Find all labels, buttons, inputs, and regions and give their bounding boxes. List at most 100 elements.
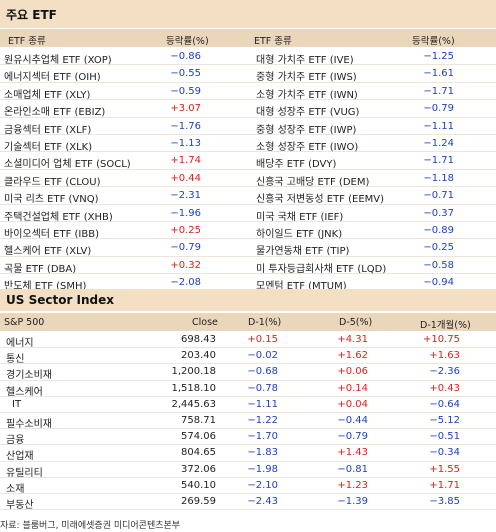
sector-close: 203.40 — [181, 350, 216, 362]
etf-change-left: −2.31 — [170, 190, 201, 202]
etf-header-chg-right: 등락률(%) — [412, 36, 455, 47]
etf-change-right: −1.71 — [423, 85, 454, 97]
etf-name-right: 미 투자등급회사채 ETF (LQD) — [256, 263, 387, 275]
etf-change-left: +0.25 — [170, 225, 201, 236]
etf-change-left: +0.44 — [170, 172, 201, 184]
etf-name-right: 하이일드 ETF (JNK) — [256, 229, 343, 240]
etf-change-right: −0.79 — [423, 103, 454, 115]
sector-name: 부동산 — [6, 500, 34, 511]
etf-change-right: −1.18 — [423, 172, 454, 184]
etf-row: 미국 리츠 ETF (VNQ) −2.31 신흥국 저변동성 ETF (EEMV) −… — [0, 187, 496, 205]
etf-name-right: 대형 가치주 ETF (IVE) — [256, 55, 354, 66]
sector-header-d5: D-5(%) — [339, 317, 373, 328]
sector-table-header: S&P 500 Close D-1(%) D-5(%) D-1개월(%) — [0, 313, 496, 331]
sector-m1: +1.71 — [429, 479, 460, 491]
sector-name: 산업재 — [6, 451, 34, 463]
sector-row: IT 2,445.63 −1.11 +0.04 −0.64 — [0, 397, 496, 413]
etf-name-right: 소형 가치주 ETF (IWN) — [256, 89, 358, 101]
sector-d1: −2.10 — [247, 479, 278, 491]
etf-change-left: −0.86 — [170, 51, 201, 62]
sector-row: 경기소비재 1,200.18 −0.68 +0.06 −2.36 — [0, 364, 496, 382]
sector-d1: −1.22 — [247, 415, 278, 426]
sector-name: 통신 — [6, 354, 25, 366]
sector-name: 에너지 — [6, 338, 34, 349]
etf-name-left: 에너지섹터 ETF (OIH) — [4, 72, 101, 84]
sector-d5: +1.62 — [337, 350, 368, 362]
sector-row: 금융 574.06 −1.70 −0.79 −0.51 — [0, 429, 496, 446]
sector-name: IT — [12, 398, 22, 410]
etf-row: 에너지섹터 ETF (OIH) −0.55 중형 가치주 ETF (IWS) −1.6… — [0, 65, 496, 84]
etf-name-left: 소매업체 ETF (XLY) — [4, 89, 91, 101]
sector-d1: +0.15 — [247, 334, 278, 345]
sector-m1: +1.63 — [429, 350, 460, 362]
etf-change-right: −0.25 — [423, 242, 454, 254]
etf-change-left: −0.79 — [170, 242, 201, 254]
sector-m1: +0.43 — [429, 382, 460, 394]
etf-name-left: 기술섹터 ETF (XLK) — [4, 142, 93, 153]
sector-row: 산업재 804.65 −1.83 +1.43 −0.34 — [0, 445, 496, 463]
sector-close: 804.65 — [181, 447, 216, 459]
etf-name-left: 바이오섹터 ETF (IBB) — [4, 229, 100, 240]
etf-name-left: 곡물 ETF (DBA) — [4, 263, 77, 275]
etf-row: 곡물 ETF (DBA) +0.32 미 투자등급회사채 ETF (LQD) −0.5… — [0, 257, 496, 275]
etf-name-right: 미국 국채 ETF (IEF) — [256, 211, 344, 223]
etf-name-left: 금융섹터 ETF (XLF) — [4, 124, 92, 136]
sector-row: 부동산 269.59 −2.43 −1.39 −3.85 — [0, 494, 496, 511]
sector-close: 758.71 — [181, 415, 216, 426]
sector-close: 540.10 — [181, 479, 216, 491]
sector-d5: +0.14 — [337, 382, 368, 394]
sector-row: 에너지 698.43 +0.15 +4.31 +10.75 — [0, 332, 496, 349]
sector-d1: −1.70 — [247, 431, 278, 443]
sector-header-m1: D-1개월(%) — [420, 320, 471, 331]
etf-row: 금융섹터 ETF (XLF) −1.76 중형 성장주 ETF (IWP) −1.11 — [0, 118, 496, 136]
etf-header-name-left: ETF 종류 — [8, 36, 46, 47]
sector-m1: −2.36 — [429, 366, 460, 378]
etf-change-left: +0.32 — [170, 259, 201, 271]
etf-name-right: 중형 가치주 ETF (IWS) — [256, 72, 357, 84]
sector-d5: +0.06 — [337, 366, 368, 378]
sector-d5: −0.44 — [337, 415, 368, 426]
etf-change-left: −1.13 — [170, 138, 201, 149]
sector-name: 경기소비재 — [6, 370, 52, 382]
sector-close: 2,445.63 — [171, 398, 216, 410]
etf-change-right: −0.58 — [423, 259, 454, 271]
sector-name: 필수소비재 — [6, 419, 52, 430]
sector-row: 통신 203.40 −0.02 +1.62 +1.63 — [0, 348, 496, 366]
etf-name-left: 헬스케어 ETF (XLV) — [4, 246, 92, 258]
sector-header-close: Close — [192, 317, 218, 328]
sector-name: 소재 — [6, 483, 25, 495]
sector-d1: −2.43 — [247, 496, 278, 507]
etf-change-right: −1.71 — [423, 155, 454, 167]
etf-change-left: −2.08 — [170, 277, 201, 289]
sector-header-name: S&P 500 — [4, 317, 45, 328]
etf-change-right: −1.25 — [423, 51, 454, 62]
sector-row: 필수소비재 758.71 −1.22 −0.44 −5.12 — [0, 413, 496, 430]
etf-change-right: −1.11 — [423, 120, 454, 132]
etf-name-left: 클라우드 ETF (CLOU) — [4, 176, 101, 188]
etf-row: 주택건설업체 ETF (XHB) −1.96 미국 국채 ETF (IEF) −0.3… — [0, 205, 496, 223]
etf-row: 원유시추업체 ETF (XOP) −0.86 대형 가치주 ETF (IVE) −1.… — [0, 48, 496, 66]
sector-row: 헬스케어 1,518.10 −0.78 +0.14 +0.43 — [0, 381, 496, 398]
sector-section-title: US Sector Index — [0, 289, 496, 311]
sector-close: 372.06 — [181, 463, 216, 475]
sector-m1: −0.51 — [429, 431, 460, 443]
sector-d1: −0.02 — [247, 350, 278, 362]
sector-d5: +1.23 — [337, 479, 368, 491]
etf-name-left: 주택건설업체 ETF (XHB) — [4, 211, 113, 223]
sector-m1: +10.75 — [422, 334, 460, 345]
etf-name-left: 소셜미디어 업체 ETF (SOCL) — [4, 159, 131, 171]
etf-name-left: 온라인소매 ETF (EBIZ) — [4, 107, 106, 119]
etf-change-left: −1.96 — [170, 207, 201, 219]
etf-change-right: −0.89 — [423, 225, 454, 236]
sector-d5: +1.43 — [337, 447, 368, 459]
etf-row: 기술섹터 ETF (XLK) −1.13 소형 성장주 ETF (IWO) −1.24 — [0, 135, 496, 153]
sector-section-title-text: US Sector Index — [6, 293, 115, 307]
etf-row: 헬스케어 ETF (XLV) −0.79 물가연동채 ETF (TIP) −0.25 — [0, 239, 496, 258]
etf-table-header: ETF 종류 등락률(%) ETF 종류 등락률(%) — [0, 29, 496, 47]
sector-d5: +4.31 — [337, 334, 368, 345]
etf-change-left: +1.74 — [170, 155, 201, 167]
etf-change-right: −0.37 — [423, 207, 454, 219]
etf-change-right: −0.71 — [423, 190, 454, 202]
etf-change-left: −0.59 — [170, 85, 201, 97]
etf-row: 소매업체 ETF (XLY) −0.59 소형 가치주 ETF (IWN) −1.71 — [0, 83, 496, 101]
